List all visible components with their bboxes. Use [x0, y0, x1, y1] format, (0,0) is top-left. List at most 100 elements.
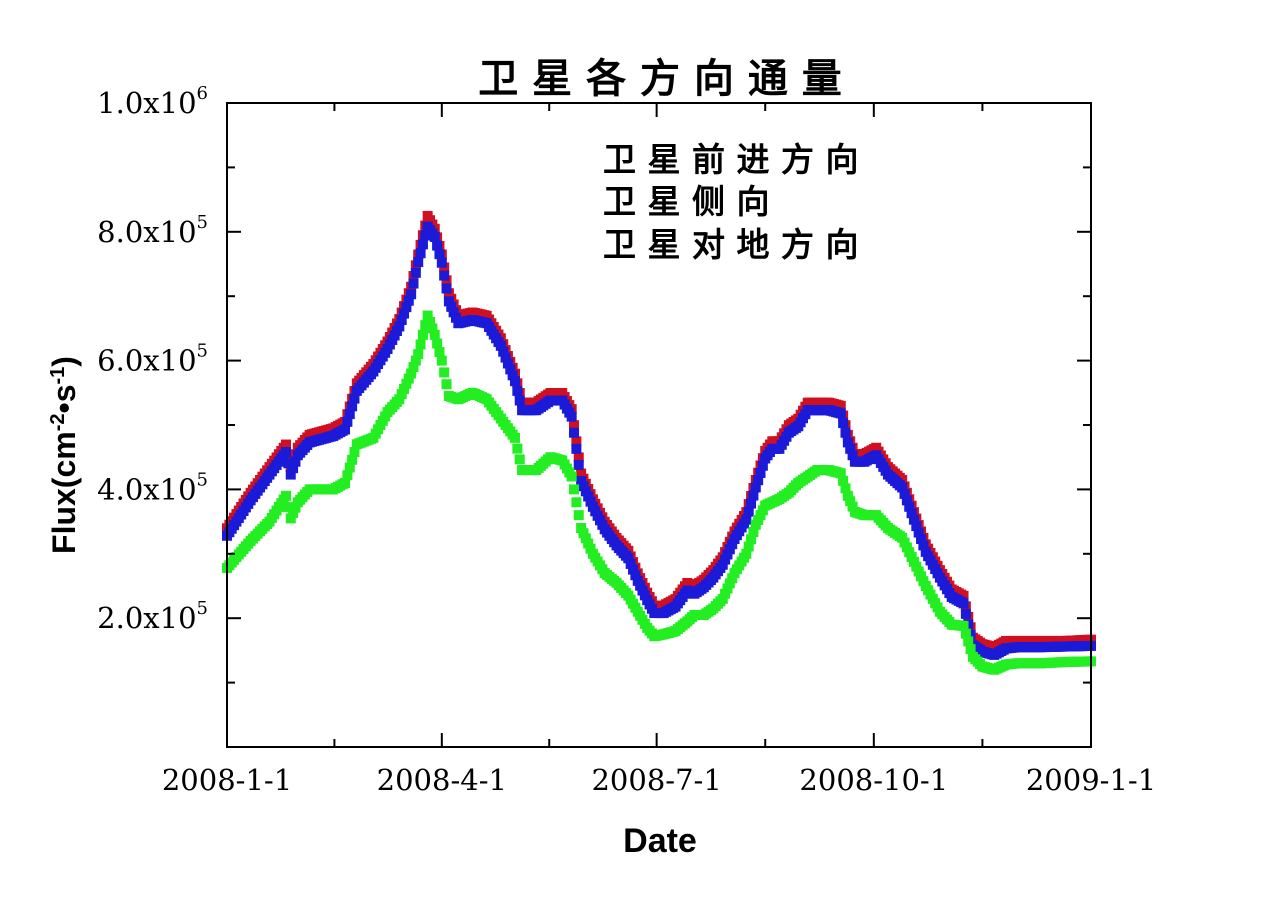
data-point	[569, 484, 580, 495]
data-point	[918, 540, 929, 551]
data-point	[755, 467, 766, 478]
data-point	[748, 527, 759, 538]
data-point	[743, 541, 754, 552]
data-point	[434, 347, 445, 358]
data-point	[413, 349, 424, 360]
data-point	[432, 338, 443, 349]
data-point	[628, 564, 639, 575]
data-point	[838, 418, 849, 429]
data-point	[408, 278, 419, 289]
data-point	[413, 257, 424, 268]
data-point	[746, 534, 757, 545]
data-point	[842, 490, 853, 501]
data-point	[724, 578, 735, 589]
data-point	[342, 470, 353, 481]
data-point	[436, 355, 447, 366]
data-point	[573, 510, 584, 521]
data-point	[514, 395, 525, 406]
data-point	[283, 502, 294, 513]
data-point	[965, 644, 976, 655]
series-1	[222, 221, 1096, 660]
data-point	[845, 496, 856, 507]
data-point	[897, 482, 908, 493]
data-point	[349, 393, 360, 404]
data-point	[908, 514, 919, 525]
chart-title: 卫 星 各 方 向 通 量	[478, 55, 842, 102]
data-point	[576, 523, 587, 534]
data-point	[417, 239, 428, 250]
data-point	[410, 355, 421, 366]
data-point	[288, 463, 299, 474]
data-point	[290, 502, 301, 513]
data-point	[847, 501, 858, 512]
data-point	[625, 558, 636, 569]
data-point	[434, 249, 445, 260]
data-point	[845, 443, 856, 454]
data-point	[281, 447, 292, 458]
data-point	[401, 378, 412, 389]
data-point	[510, 376, 520, 387]
data-point	[571, 443, 582, 454]
data-point	[344, 462, 355, 473]
data-point	[427, 323, 438, 334]
x-tick-label: 2008-7-1	[591, 763, 721, 797]
data-point	[720, 554, 731, 565]
data-point	[573, 452, 584, 463]
data-point	[512, 385, 523, 396]
data-point	[288, 508, 299, 519]
y-tick-label: 6.0x105	[97, 341, 208, 378]
data-point	[580, 533, 591, 544]
data-point	[566, 411, 577, 422]
data-point	[340, 424, 351, 435]
data-point	[514, 454, 525, 465]
data-point	[720, 588, 731, 599]
data-point	[408, 362, 419, 373]
data-point	[403, 295, 414, 306]
legend-entry-forward: 卫 星 前 进 方 向	[603, 140, 858, 179]
data-point	[722, 583, 733, 594]
data-point	[911, 521, 922, 532]
x-tick-label: 2008-4-1	[377, 763, 507, 797]
data-point	[429, 231, 440, 242]
y-tick-label: 4.0x105	[97, 469, 208, 506]
data-point	[746, 498, 757, 509]
data-point	[904, 501, 915, 512]
data-point	[340, 477, 351, 488]
data-point	[835, 400, 846, 411]
data-point	[342, 416, 353, 427]
data-point	[285, 469, 296, 480]
data-point	[396, 389, 407, 400]
data-point	[394, 321, 405, 332]
data-point	[512, 443, 523, 454]
data-point	[571, 436, 582, 447]
data-point	[505, 364, 516, 375]
data-point	[406, 368, 417, 379]
data-point	[717, 559, 728, 570]
data-point	[580, 486, 591, 497]
data-point	[439, 367, 450, 378]
data-point	[502, 358, 513, 369]
data-point	[963, 636, 974, 647]
series-2	[222, 310, 1096, 675]
data-point	[717, 593, 728, 604]
y-axis-label: Flux(cm-2•s-1)	[46, 356, 82, 554]
data-point	[838, 475, 849, 486]
data-point	[417, 329, 428, 340]
data-point	[410, 267, 421, 278]
data-point	[835, 468, 846, 479]
data-point	[569, 420, 580, 431]
data-point	[507, 370, 518, 381]
data-point	[569, 427, 580, 438]
data-point	[916, 533, 927, 544]
y-tick-label: 2.0x105	[97, 598, 208, 635]
data-point	[415, 248, 426, 259]
data-point	[958, 620, 969, 631]
data-point	[448, 307, 459, 318]
data-point	[498, 346, 509, 357]
data-point	[753, 475, 764, 486]
series-0	[222, 210, 1096, 653]
data-point	[443, 296, 454, 307]
data-point	[623, 553, 634, 564]
x-tick-label: 2009-1-1	[1026, 763, 1156, 797]
